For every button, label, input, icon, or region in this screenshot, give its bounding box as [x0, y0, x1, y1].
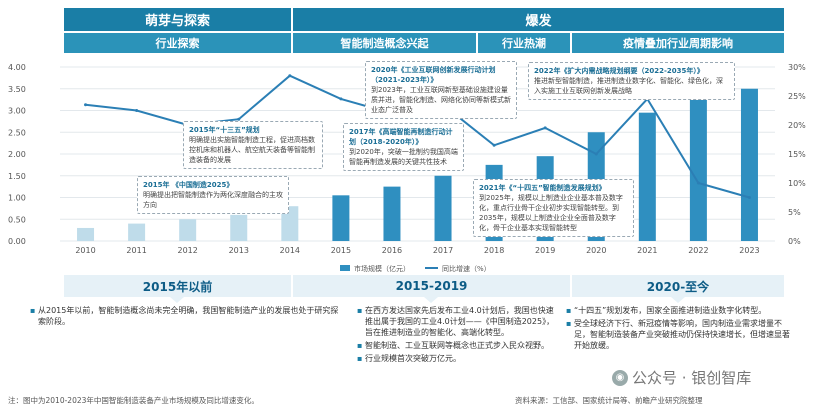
legend-bar-swatch [340, 265, 350, 271]
callout-title: 2015年 《中国制造2025》 [143, 181, 234, 189]
x-tick-label: 2021 [637, 246, 657, 255]
left-tick-label: 3.50 [8, 85, 26, 94]
right-tick-label: 20% [788, 121, 806, 130]
growth-point-2019 [543, 126, 547, 130]
bar-2015 [332, 195, 350, 241]
callout-2017-remanufacturing: 2017年《高端智能再制造行动计划（2018-2020年）》 到2020年，突破… [343, 123, 464, 171]
subphase-epidemic-cycle: 疫情叠加行业周期影响 [572, 33, 784, 53]
era-before-2015: 2015年以前 [64, 275, 291, 297]
x-tick-label: 2016 [382, 246, 402, 255]
desc-item: “十四五”规划发布，国家全面推进制造业数字化转型。 [566, 305, 796, 316]
growth-point-2020 [594, 152, 598, 156]
footnote: 注：图中为2010-2023年中国智能制造装备产业市场规模及同比增速变化。 [8, 396, 259, 405]
desc-item: 受全球经济下行、新冠疫情等影响，国内制造业需求增量不足，智能制造装备产业突破推动… [566, 318, 796, 351]
callout-2021-14th-plan: 2021年《“十四五”智能制造发展规划》 到2025年，规模以上制造业企业基本普… [473, 179, 634, 237]
bar-2012 [179, 219, 197, 241]
callout-text: 明确提出把智能制造作为两化深度融合的主攻方向 [143, 191, 283, 209]
watermark: ◉ 公众号 · 银创智库 [612, 367, 751, 388]
right-tick-label: 15% [788, 150, 806, 159]
growth-point-2023 [747, 196, 751, 199]
wechat-icon: ◉ [612, 369, 628, 386]
callout-text: 明确提出实施智能制造工程，促进高档数控机床和机器人、航空航天装备等智能制造装备的… [189, 136, 315, 164]
callout-title: 2022年《扩大内需战略规划纲要（2022-2035年）》 [534, 67, 704, 75]
desc-item: 在西方发达国家先后发布工业4.0计划后，我国也快速推出属于我国的工业4.0计划—… [357, 305, 557, 338]
desc-item: 智能制造、工业互联网等概念也正式步入民众视野。 [357, 340, 557, 351]
left-tick-label: 3.00 [8, 107, 26, 116]
subphase-concept-rise: 智能制造概念兴起 [293, 33, 476, 53]
subphase-industry-boom: 行业热潮 [478, 33, 570, 53]
callout-2020-industrial-internet: 2020年《工业互联网创新发展行动计划（2021-2023年）》 到2023年，… [365, 61, 517, 119]
bar-2014 [281, 206, 299, 241]
era-2015-2019: 2015-2019 [293, 275, 570, 297]
era-2015-2019-pointer [424, 297, 438, 303]
bar-2021 [638, 112, 656, 241]
callout-title: 2021年《“十四五”智能制造发展规划》 [479, 184, 606, 192]
callout-title: 2015年“十三五”规划 [189, 126, 260, 134]
x-tick-label: 2018 [484, 246, 504, 255]
desc-column-2020-now: “十四五”规划发布，国家全面推进制造业数字化转型。 受全球经济下行、新冠疫情等影… [566, 305, 796, 353]
right-tick-label: 30% [788, 63, 806, 72]
growth-point-2011 [135, 109, 139, 112]
bar-2022 [689, 99, 707, 241]
legend-bar-label: 市场规模（亿元） [354, 264, 410, 273]
x-tick-label: 2013 [229, 246, 249, 255]
callout-2015-made-in-china: 2015年 《中国制造2025》 明确提出把智能制造作为两化深度融合的主攻方向 [137, 176, 289, 214]
left-tick-label: 1.50 [8, 172, 26, 181]
right-tick-label: 0% [788, 237, 801, 246]
bar-2010 [77, 227, 95, 241]
growth-point-2022 [696, 181, 700, 185]
era-2020-now: 2020-至今 [572, 275, 784, 297]
bar-2013 [230, 214, 248, 241]
bar-2011 [128, 223, 146, 241]
x-tick-label: 2019 [535, 246, 555, 255]
left-tick-label: 1.00 [8, 194, 26, 203]
callout-2022-domestic-demand: 2022年《扩大内需战略规划纲要（2022-2035年）》 推进新型智能制造，推… [528, 62, 735, 100]
source-note: 资料来源：工信部、国家统计局等、前瞻产业研究院整理 [515, 396, 703, 405]
era-before-2015-pointer [170, 297, 184, 303]
callout-text: 推进新型智能制造，推进制造业数字化、智能化、绿色化，深入实施工业互联网创新发展战… [534, 77, 723, 95]
left-tick-label: 0.00 [8, 237, 26, 246]
phase-header-sprout: 萌芽与探索 [64, 8, 291, 31]
x-tick-label: 2011 [126, 246, 146, 255]
desc-column-before-2015: 从2015年以前，智能制造概念尚未完全明确，我国智能制造产业的发展也处于研究探索… [30, 305, 346, 329]
growth-point-2018 [492, 143, 496, 147]
callout-text: 到2025年，规模以上制造业企业基本普及数字化，重点行业骨干企业初步实现智能转型… [479, 194, 623, 232]
left-tick-label: 2.00 [8, 150, 26, 159]
growth-point-2015 [339, 97, 343, 101]
left-tick-label: 2.50 [8, 128, 26, 137]
x-tick-label: 2022 [688, 246, 708, 255]
x-tick-label: 2017 [433, 246, 453, 255]
growth-point-2010 [84, 103, 88, 107]
watermark-text: 公众号 · 银创智库 [632, 369, 752, 387]
x-tick-label: 2014 [280, 246, 300, 255]
desc-item: 行业规模首次突破万亿元。 [357, 353, 557, 364]
callout-text: 到2023年，工业互联网新型基础设施建设量质并进，智能化制造、网络化协同等新模式… [371, 86, 511, 114]
bar-2023 [740, 88, 758, 241]
x-tick-label: 2023 [739, 246, 759, 255]
desc-item: 从2015年以前，智能制造概念尚未完全明确，我国智能制造产业的发展也处于研究探索… [30, 305, 346, 327]
left-tick-label: 0.50 [8, 215, 26, 224]
left-tick-label: 4.00 [8, 63, 26, 72]
callout-title: 2020年《工业互联网创新发展行动计划（2021-2023年）》 [371, 66, 496, 84]
callout-title: 2017年《高端智能再制造行动计划（2018-2020年）》 [349, 128, 453, 146]
right-tick-label: 5% [788, 208, 801, 217]
x-tick-label: 2015 [331, 246, 351, 255]
legend-line-label: 同比增速（%） [442, 264, 491, 273]
era-2020-now-pointer [671, 297, 685, 303]
phase-header-boom: 爆发 [293, 8, 784, 31]
bar-2016 [383, 186, 401, 241]
x-tick-label: 2012 [177, 246, 197, 255]
right-tick-label: 25% [788, 92, 806, 101]
callout-2015-13th-plan: 2015年“十三五”规划 明确提出实施智能制造工程，促进高档数控机床和机器人、航… [183, 121, 323, 169]
callout-text: 到2020年，突破一批制约我国高端智能再制造发展的关键共性技术 [349, 148, 458, 166]
growth-point-2014 [288, 74, 292, 78]
growth-point-2013 [237, 117, 241, 121]
x-tick-label: 2010 [75, 246, 95, 255]
x-tick-label: 2020 [586, 246, 606, 255]
subphase-industry-explore: 行业探索 [64, 33, 291, 53]
bar-2017 [434, 175, 452, 241]
desc-column-2015-2019: 在西方发达国家先后发布工业4.0计划后，我国也快速推出属于我国的工业4.0计划—… [357, 305, 557, 366]
right-tick-label: 10% [788, 179, 806, 188]
